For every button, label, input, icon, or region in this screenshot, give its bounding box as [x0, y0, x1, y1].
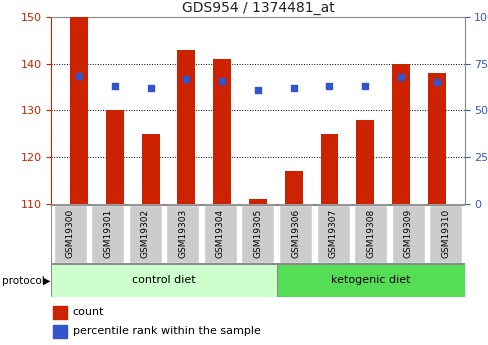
FancyBboxPatch shape [166, 205, 199, 263]
FancyBboxPatch shape [128, 205, 162, 263]
Text: protocol: protocol [2, 276, 45, 286]
Bar [53, 306, 66, 319]
FancyBboxPatch shape [51, 264, 276, 297]
Text: GSM19305: GSM19305 [253, 209, 262, 258]
Point [111, 83, 119, 89]
FancyBboxPatch shape [203, 205, 236, 263]
Point [146, 85, 154, 91]
Text: control diet: control diet [132, 275, 196, 285]
Bar [53, 325, 66, 337]
Bar [427, 73, 445, 204]
Text: ▶: ▶ [43, 276, 50, 286]
FancyBboxPatch shape [316, 205, 349, 263]
Bar [213, 59, 231, 204]
FancyBboxPatch shape [276, 264, 464, 297]
Point [182, 76, 190, 81]
Text: count: count [73, 307, 104, 317]
Text: GSM19301: GSM19301 [103, 209, 112, 258]
FancyBboxPatch shape [353, 205, 386, 263]
Text: GSM19302: GSM19302 [141, 209, 149, 258]
Title: GDS954 / 1374481_at: GDS954 / 1374481_at [181, 1, 334, 15]
FancyBboxPatch shape [391, 205, 424, 263]
FancyBboxPatch shape [241, 205, 274, 263]
Text: GSM19306: GSM19306 [290, 209, 300, 258]
Point [325, 83, 333, 89]
Text: ketogenic diet: ketogenic diet [330, 275, 409, 285]
Text: GSM19309: GSM19309 [403, 209, 412, 258]
Point [218, 78, 225, 83]
Point [289, 85, 297, 91]
Text: GSM19304: GSM19304 [215, 209, 224, 258]
FancyBboxPatch shape [91, 205, 124, 263]
Text: percentile rank within the sample: percentile rank within the sample [73, 326, 260, 336]
Point [75, 73, 83, 79]
Text: GSM19308: GSM19308 [366, 209, 374, 258]
Text: GSM19300: GSM19300 [65, 209, 75, 258]
FancyBboxPatch shape [279, 205, 311, 263]
Bar [320, 134, 338, 204]
Bar [248, 199, 266, 204]
Bar [70, 17, 88, 204]
Point [361, 83, 368, 89]
Bar [284, 171, 302, 204]
Bar [106, 110, 123, 204]
Point [254, 87, 262, 93]
Bar [177, 50, 195, 204]
FancyBboxPatch shape [54, 205, 86, 263]
Bar [356, 120, 373, 204]
Bar [142, 134, 159, 204]
Text: GSM19310: GSM19310 [440, 209, 449, 258]
Point [396, 74, 404, 80]
FancyBboxPatch shape [428, 205, 461, 263]
Text: GSM19303: GSM19303 [178, 209, 187, 258]
Bar [391, 64, 409, 204]
Text: GSM19307: GSM19307 [328, 209, 337, 258]
Point [432, 80, 440, 85]
